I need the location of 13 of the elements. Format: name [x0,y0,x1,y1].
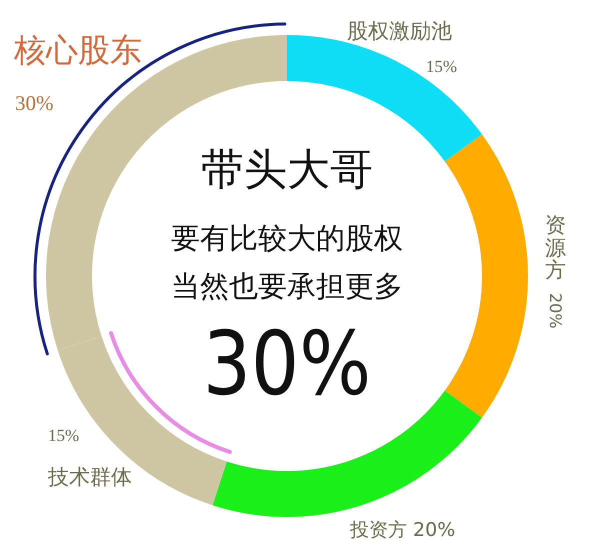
data-label: 15% [426,57,457,76]
data-label: 30% [15,91,54,115]
text: 当然也要承担更多 [171,269,403,303]
slice-label: 技术群体 [48,465,132,489]
slice-label: 资源方 [545,213,566,282]
text: 带头大哥 [201,145,373,195]
slice-label: 核心股东 [14,31,142,69]
text: 30% [202,312,372,415]
slice-label: 投资方 20% [350,519,456,541]
data-label: 15% [48,426,80,445]
slice-label: 股权激励池 [347,19,452,43]
text: 要有比较大的股权 [171,221,403,255]
data-label: 20% [546,293,565,329]
